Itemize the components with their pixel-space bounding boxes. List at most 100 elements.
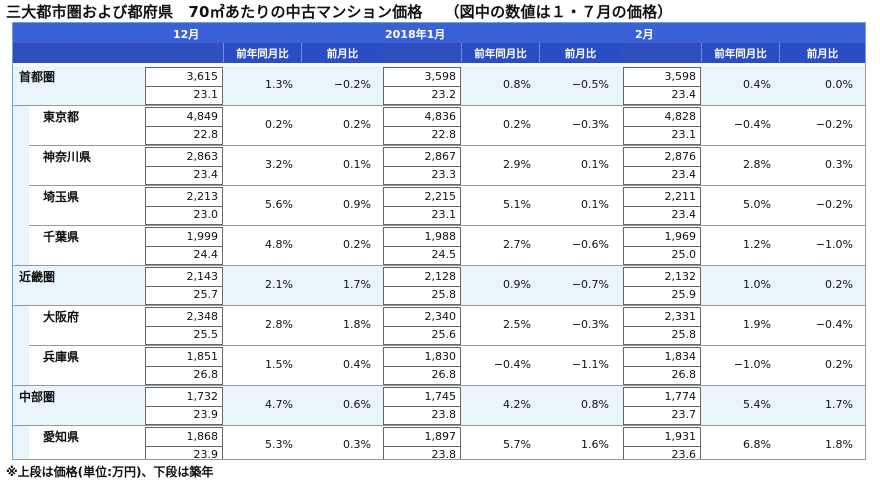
cell-divider — [146, 446, 222, 447]
price-age-cell: 2,143 25.7 — [145, 267, 223, 305]
building-age-value: 23.1 — [671, 128, 697, 141]
cell-divider — [624, 326, 700, 327]
price-value: 1,732 — [186, 390, 219, 403]
row-label: 中部圏 — [19, 390, 56, 404]
mom-change: 1.7% — [825, 398, 853, 411]
mom-change: 0.8% — [581, 398, 609, 411]
price-age-cell: 1,745 23.8 — [383, 387, 461, 425]
page-title: 三大都市圏および都府県 70㎡あたりの中古マンション価格 （図中の数値は１・７月の… — [6, 1, 673, 22]
header-mom-1: 前月比 — [539, 43, 621, 63]
cell-divider — [146, 206, 222, 207]
yoy-change: 2.1% — [265, 278, 293, 291]
price-value: 2,876 — [664, 150, 697, 163]
region-indent — [13, 146, 29, 186]
price-value: 2,132 — [664, 270, 697, 283]
price-age-cell: 2,348 25.5 — [145, 307, 223, 345]
building-age-value: 25.9 — [671, 288, 697, 301]
yoy-change: 5.1% — [503, 198, 531, 211]
yoy-change: 1.9% — [743, 318, 771, 331]
building-age-value: 22.8 — [193, 128, 219, 141]
yoy-change: 3.2% — [265, 158, 293, 171]
cell-divider — [624, 366, 700, 367]
yoy-change: 0.8% — [503, 78, 531, 91]
yoy-change: 2.7% — [503, 238, 531, 251]
yoy-change: −0.4% — [733, 118, 771, 131]
header-mom-2: 前月比 — [779, 43, 865, 63]
cell-divider — [384, 246, 460, 247]
mom-change: 0.9% — [343, 198, 371, 211]
cell-divider — [624, 206, 700, 207]
row-divider — [13, 105, 865, 106]
yoy-change: 5.6% — [265, 198, 293, 211]
region-indent — [13, 426, 29, 459]
price-age-cell: 1,999 24.4 — [145, 227, 223, 265]
mom-change: −0.3% — [571, 318, 609, 331]
table-row: 愛知県 1,868 23.9 5.3% 0.3% 1,897 23.8 5.7% 1.6% 1,9… — [13, 426, 865, 460]
price-value: 1,969 — [664, 230, 697, 243]
cell-divider — [146, 126, 222, 127]
cell-divider — [384, 406, 460, 407]
table-row: 大阪府 2,348 25.5 2.8% 1.8% 2,340 25.6 2.5% −0.3% 2,… — [13, 306, 865, 346]
mom-change: 1.8% — [343, 318, 371, 331]
price-age-cell: 1,774 23.7 — [623, 387, 701, 425]
header-yoy-0: 前年同月比 — [223, 43, 301, 63]
price-age-cell: 2,211 23.4 — [623, 187, 701, 225]
table-row: 神奈川県 2,863 23.4 3.2% 0.1% 2,867 23.3 2.9% 0.1% 2,… — [13, 146, 865, 186]
price-age-cell: 2,340 25.6 — [383, 307, 461, 345]
row-label: 千葉県 — [43, 230, 80, 244]
price-value: 2,340 — [424, 310, 457, 323]
price-age-cell: 4,828 23.1 — [623, 107, 701, 145]
price-value: 1,931 — [664, 430, 697, 443]
yoy-change: 1.3% — [265, 78, 293, 91]
region-indent — [13, 346, 29, 386]
mom-change: −0.2% — [815, 118, 853, 131]
price-value: 2,331 — [664, 310, 697, 323]
mom-change: 0.6% — [343, 398, 371, 411]
region-indent — [13, 186, 29, 226]
mom-change: −0.2% — [815, 198, 853, 211]
region-indent — [13, 226, 29, 266]
mom-change: 0.2% — [825, 278, 853, 291]
row-label: 愛知県 — [43, 430, 80, 444]
cell-divider — [384, 126, 460, 127]
price-value: 4,836 — [424, 110, 457, 123]
price-value: 1,999 — [186, 230, 219, 243]
price-value: 1,834 — [664, 350, 697, 363]
price-age-cell: 1,732 23.9 — [145, 387, 223, 425]
cell-divider — [146, 286, 222, 287]
cell-divider — [624, 406, 700, 407]
region-indent — [13, 106, 29, 146]
mom-change: 0.2% — [343, 118, 371, 131]
price-value: 1,897 — [424, 430, 457, 443]
cell-divider — [384, 286, 460, 287]
mom-change: 1.7% — [343, 278, 371, 291]
yoy-change: 0.2% — [265, 118, 293, 131]
mom-change: −1.0% — [815, 238, 853, 251]
mom-change: 0.1% — [581, 198, 609, 211]
building-age-value: 24.4 — [193, 248, 219, 261]
price-value: 3,598 — [424, 70, 457, 83]
table-row: 近畿圏 2,143 25.7 2.1% 1.7% 2,128 25.8 0.9% −0.7% 2,… — [13, 266, 865, 306]
building-age-value: 23.8 — [431, 448, 457, 460]
price-age-cell: 1,830 26.8 — [383, 347, 461, 385]
price-age-cell: 2,867 23.3 — [383, 147, 461, 185]
yoy-change: 0.4% — [743, 78, 771, 91]
building-age-value: 23.9 — [193, 408, 219, 421]
cell-divider — [146, 246, 222, 247]
price-age-cell: 2,876 23.4 — [623, 147, 701, 185]
mom-change: −0.2% — [333, 78, 371, 91]
mom-change: 0.2% — [343, 238, 371, 251]
price-value: 4,828 — [664, 110, 697, 123]
price-age-cell: 2,863 23.4 — [145, 147, 223, 185]
yoy-change: 1.5% — [265, 358, 293, 371]
building-age-value: 22.8 — [431, 128, 457, 141]
building-age-value: 23.8 — [431, 408, 457, 421]
mom-change: −1.1% — [571, 358, 609, 371]
cell-divider — [384, 326, 460, 327]
yoy-change: 5.0% — [743, 198, 771, 211]
building-age-value: 25.6 — [431, 328, 457, 341]
row-divider — [13, 305, 865, 306]
price-value: 3,598 — [664, 70, 697, 83]
header-period-jan: 2018年1月 — [385, 28, 446, 41]
price-table: 12月 2018年1月 2月 前年同月比 前月比 前年同月比 前月比 前年同月比 前月比 … — [12, 22, 866, 460]
